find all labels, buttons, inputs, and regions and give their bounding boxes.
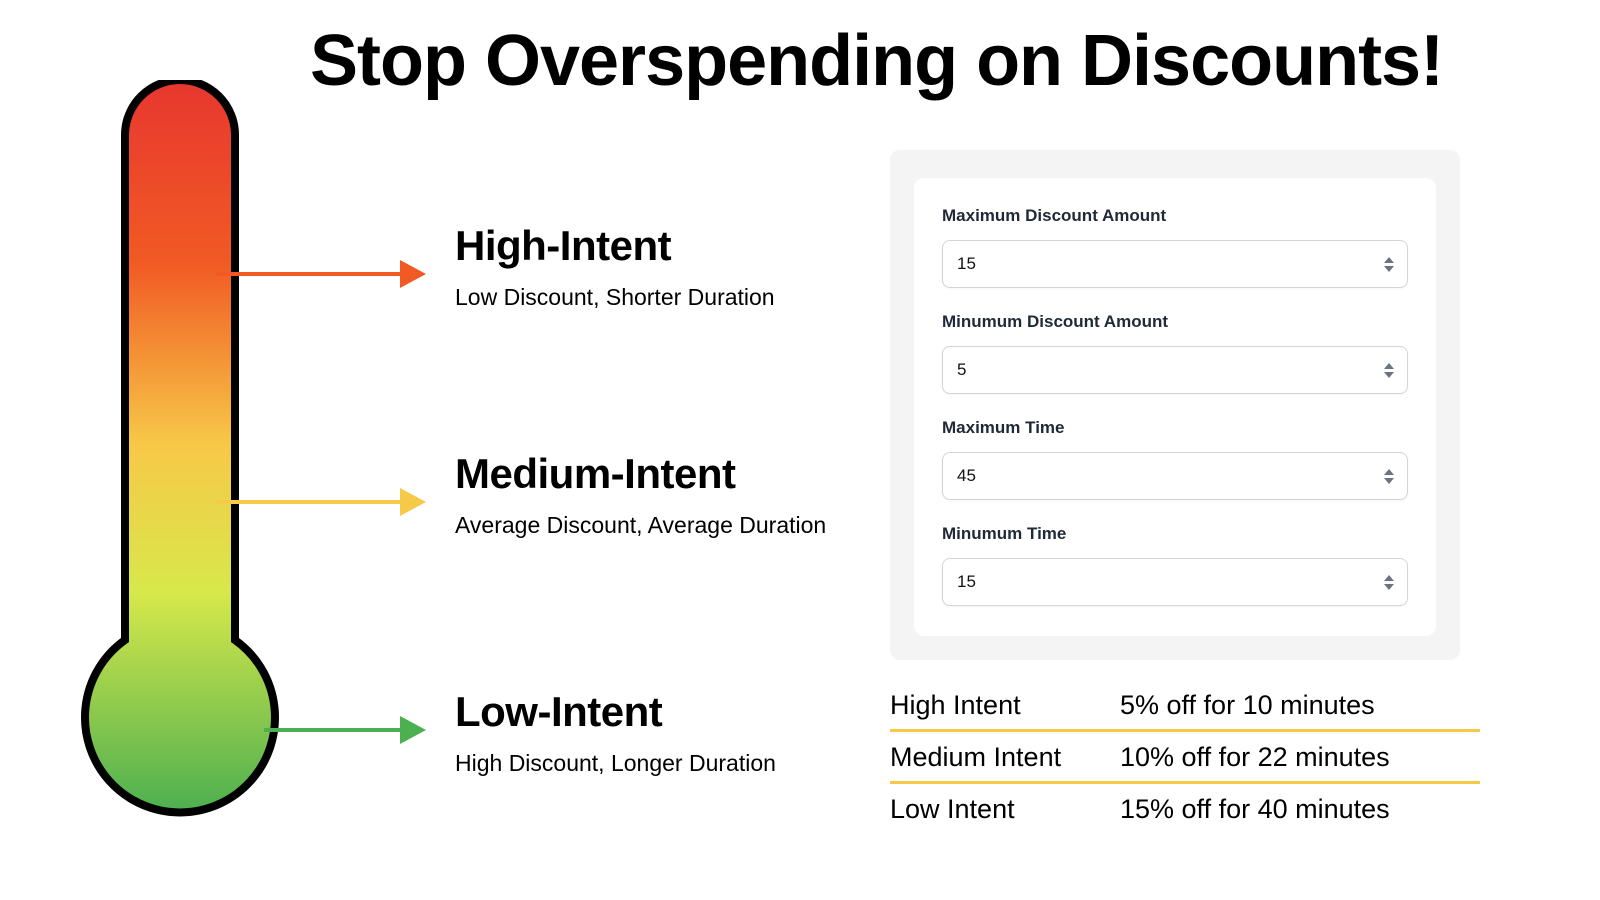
- arrow-head-icon: [400, 716, 426, 744]
- summary-label: Medium Intent: [890, 742, 1120, 773]
- field-max-discount: Maximum Discount Amount 15: [942, 206, 1408, 288]
- summary-value: 5% off for 10 minutes: [1120, 690, 1375, 721]
- summary-value: 10% off for 22 minutes: [1120, 742, 1390, 773]
- intent-title: Low-Intent: [455, 688, 955, 736]
- intent-subtitle: High Discount, Longer Duration: [455, 750, 955, 777]
- page-title: Stop Overspending on Discounts!: [310, 20, 1443, 102]
- chevron-up-icon[interactable]: [1384, 363, 1394, 369]
- input-value: 5: [957, 360, 966, 380]
- chevron-up-icon[interactable]: [1384, 575, 1394, 581]
- field-label: Minumum Discount Amount: [942, 312, 1408, 332]
- chevron-down-icon[interactable]: [1384, 372, 1394, 378]
- number-stepper-icon[interactable]: [1381, 358, 1397, 382]
- summary-label: Low Intent: [890, 794, 1120, 825]
- chevron-down-icon[interactable]: [1384, 478, 1394, 484]
- intent-title: Medium-Intent: [455, 450, 955, 498]
- thermometer-svg: [80, 80, 280, 840]
- arrow-shaft: [264, 728, 402, 732]
- min-time-input[interactable]: 15: [942, 558, 1408, 606]
- chevron-up-icon[interactable]: [1384, 469, 1394, 475]
- field-min-time: Minumum Time 15: [942, 524, 1408, 606]
- arrow-head-icon: [400, 488, 426, 516]
- chevron-down-icon[interactable]: [1384, 584, 1394, 590]
- intent-title: High-Intent: [455, 222, 955, 270]
- intent-subtitle: Average Discount, Average Duration: [455, 512, 955, 539]
- field-label: Minumum Time: [942, 524, 1408, 544]
- field-label: Maximum Time: [942, 418, 1408, 438]
- input-value: 15: [957, 572, 976, 592]
- field-max-time: Maximum Time 45: [942, 418, 1408, 500]
- input-value: 15: [957, 254, 976, 274]
- chevron-down-icon[interactable]: [1384, 266, 1394, 272]
- arrow-head-icon: [400, 260, 426, 288]
- arrow-shaft: [216, 272, 402, 276]
- field-label: Maximum Discount Amount: [942, 206, 1408, 226]
- input-value: 45: [957, 466, 976, 486]
- field-min-discount: Minumum Discount Amount 5: [942, 312, 1408, 394]
- number-stepper-icon[interactable]: [1381, 252, 1397, 276]
- table-row: High Intent 5% off for 10 minutes: [890, 680, 1480, 732]
- min-discount-input[interactable]: 5: [942, 346, 1408, 394]
- thermometer: [80, 80, 280, 840]
- settings-card: Maximum Discount Amount 15 Minumum Disco…: [914, 178, 1436, 636]
- arrow-high: [216, 270, 426, 278]
- max-discount-input[interactable]: 15: [942, 240, 1408, 288]
- table-row: Medium Intent 10% off for 22 minutes: [890, 732, 1480, 784]
- number-stepper-icon[interactable]: [1381, 464, 1397, 488]
- arrow-shaft: [216, 500, 402, 504]
- summary-label: High Intent: [890, 690, 1120, 721]
- intent-subtitle: Low Discount, Shorter Duration: [455, 284, 955, 311]
- settings-panel: Maximum Discount Amount 15 Minumum Disco…: [890, 150, 1460, 660]
- intent-medium: Medium-Intent Average Discount, Average …: [455, 450, 955, 539]
- chevron-up-icon[interactable]: [1384, 257, 1394, 263]
- summary-table: High Intent 5% off for 10 minutes Medium…: [890, 680, 1480, 836]
- max-time-input[interactable]: 45: [942, 452, 1408, 500]
- intent-low: Low-Intent High Discount, Longer Duratio…: [455, 688, 955, 777]
- infographic-canvas: Stop Overspending on Discounts!: [0, 0, 1600, 900]
- summary-value: 15% off for 40 minutes: [1120, 794, 1390, 825]
- intent-high: High-Intent Low Discount, Shorter Durati…: [455, 222, 955, 311]
- table-row: Low Intent 15% off for 40 minutes: [890, 784, 1480, 836]
- arrow-low: [264, 726, 426, 734]
- thermometer-fill: [85, 80, 275, 812]
- number-stepper-icon[interactable]: [1381, 570, 1397, 594]
- arrow-medium: [216, 498, 426, 506]
